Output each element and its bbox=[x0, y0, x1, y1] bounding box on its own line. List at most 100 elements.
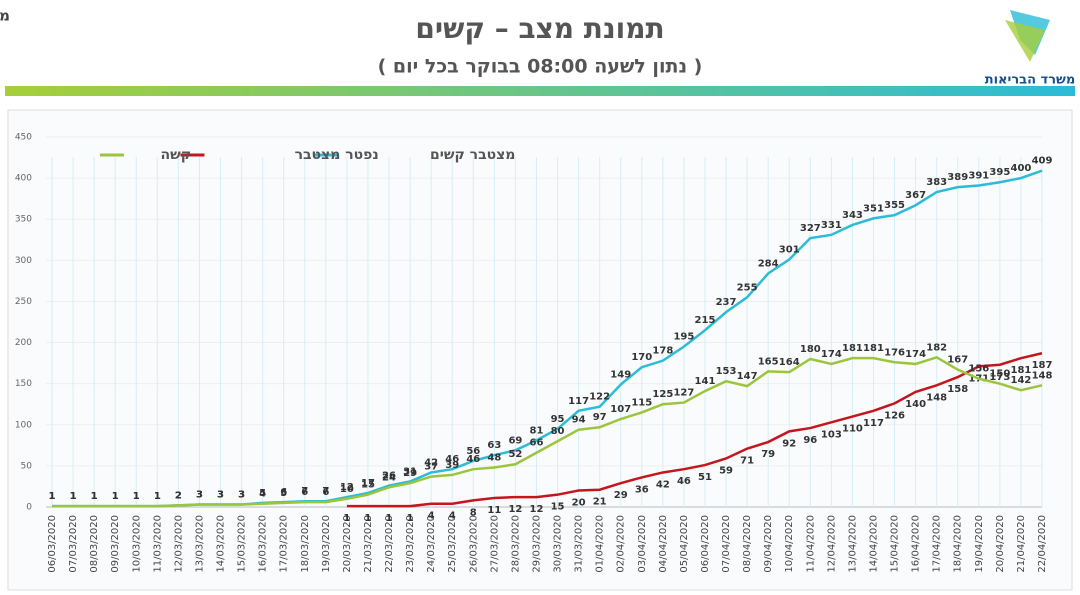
x-tick-label: 19/03/2020 bbox=[321, 515, 332, 573]
data-label: 17 bbox=[361, 478, 375, 489]
x-tick-label: 22/04/2020 bbox=[1037, 515, 1048, 573]
data-label: 107 bbox=[610, 404, 631, 415]
data-label: 409 bbox=[1032, 156, 1053, 167]
data-label: 80 bbox=[551, 426, 565, 437]
data-label: 395 bbox=[989, 167, 1010, 178]
data-label: 284 bbox=[758, 258, 779, 269]
y-tick-label: 50 bbox=[21, 461, 33, 471]
data-label: 343 bbox=[842, 210, 863, 221]
data-label: 195 bbox=[673, 332, 694, 343]
data-label: 7 bbox=[322, 486, 329, 497]
data-label: 1 bbox=[70, 491, 77, 502]
data-label: 15 bbox=[361, 480, 375, 491]
x-tick-label: 13/04/2020 bbox=[847, 515, 858, 573]
data-label: 46 bbox=[445, 454, 459, 465]
y-tick-label: 350 bbox=[15, 215, 32, 225]
data-label: 174 bbox=[821, 349, 842, 360]
data-label: 122 bbox=[589, 392, 610, 403]
data-label: 79 bbox=[761, 449, 775, 460]
x-tick-label: 27/03/2020 bbox=[489, 515, 500, 573]
data-label: 351 bbox=[863, 203, 884, 214]
data-label: 1 bbox=[91, 491, 98, 502]
data-label: 1 bbox=[343, 513, 350, 524]
data-label: 29 bbox=[614, 490, 628, 501]
data-label: 6 bbox=[301, 487, 308, 498]
data-label: 59 bbox=[719, 465, 733, 476]
data-label: 94 bbox=[572, 415, 586, 426]
data-label: 1 bbox=[112, 491, 119, 502]
x-tick-label: 31/03/2020 bbox=[574, 515, 585, 573]
x-tick-label: 21/04/2020 bbox=[1016, 515, 1027, 573]
x-tick-label: 10/04/2020 bbox=[784, 515, 795, 573]
data-label: 182 bbox=[926, 342, 947, 353]
data-label: 301 bbox=[779, 245, 800, 256]
data-label: 180 bbox=[800, 344, 821, 355]
data-label: 12 bbox=[530, 504, 544, 515]
y-tick-label: 300 bbox=[15, 256, 32, 266]
data-label: 39 bbox=[445, 460, 459, 471]
series-line bbox=[346, 352, 1043, 508]
data-label: 181 bbox=[1010, 365, 1031, 376]
data-label: 46 bbox=[466, 454, 480, 465]
data-label: 1 bbox=[154, 491, 161, 502]
data-label: 1 bbox=[364, 513, 371, 524]
data-label: 1 bbox=[154, 491, 161, 502]
data-label: 170 bbox=[631, 352, 652, 363]
data-label: 69 bbox=[508, 435, 522, 446]
legend-label: מצטבר קשים bbox=[430, 147, 515, 163]
x-tick-label: 07/04/2020 bbox=[721, 515, 732, 573]
x-tick-label: 30/03/2020 bbox=[553, 515, 564, 573]
data-label: 11 bbox=[487, 505, 501, 516]
data-label: 46 bbox=[677, 476, 691, 487]
data-label: 42 bbox=[424, 457, 438, 468]
x-tick-label: 29/03/2020 bbox=[531, 515, 542, 573]
data-label: 165 bbox=[758, 356, 779, 367]
logo-text: משרד הבריאות bbox=[985, 73, 1076, 88]
data-label: 29 bbox=[403, 468, 417, 479]
data-label: 2 bbox=[175, 490, 182, 501]
x-tick-label: 19/04/2020 bbox=[974, 515, 985, 573]
data-label: 147 bbox=[737, 371, 758, 382]
data-label: 3 bbox=[217, 490, 224, 501]
x-tick-label: 16/03/2020 bbox=[258, 515, 269, 573]
data-label: 1 bbox=[386, 513, 393, 524]
legend-label: קשה bbox=[160, 147, 191, 163]
data-label: 126 bbox=[884, 410, 905, 421]
data-label: 178 bbox=[652, 346, 673, 357]
data-label: 6 bbox=[322, 487, 329, 498]
data-label: 153 bbox=[716, 366, 737, 377]
data-label: 4 bbox=[428, 511, 435, 522]
data-label: 103 bbox=[821, 429, 842, 440]
data-label: 115 bbox=[631, 397, 652, 408]
x-tick-label: 07/03/2020 bbox=[68, 515, 79, 573]
data-label: 110 bbox=[842, 424, 863, 435]
data-label: 20 bbox=[572, 498, 586, 509]
data-label: 5 bbox=[280, 488, 287, 499]
data-label: 1 bbox=[49, 491, 56, 502]
data-label: 51 bbox=[698, 472, 712, 483]
x-tick-label: 09/03/2020 bbox=[110, 515, 121, 573]
data-label: 6 bbox=[280, 487, 287, 498]
x-tick-label: 13/03/2020 bbox=[194, 515, 205, 573]
data-label: 1 bbox=[133, 491, 140, 502]
data-label: 7 bbox=[301, 486, 308, 497]
x-tick-label: 28/03/2020 bbox=[510, 515, 521, 573]
data-label: 48 bbox=[487, 453, 501, 464]
subtitle: ( נתון לשעה 08:00 בבוקר בכל יום ) bbox=[378, 56, 703, 78]
data-label: 125 bbox=[652, 389, 673, 400]
x-tick-label: 11/04/2020 bbox=[805, 515, 816, 573]
data-label: 150 bbox=[989, 369, 1010, 380]
data-label: 3 bbox=[238, 490, 245, 501]
x-tick-label: 06/03/2020 bbox=[47, 515, 58, 573]
logo-shape bbox=[1005, 20, 1045, 62]
x-tick-label: 15/03/2020 bbox=[237, 515, 248, 573]
data-label: 21 bbox=[593, 497, 607, 508]
x-tick-label: 04/04/2020 bbox=[658, 515, 669, 573]
data-label: 3 bbox=[238, 490, 245, 501]
data-label: 31 bbox=[403, 467, 417, 478]
data-label: 36 bbox=[635, 484, 649, 495]
y-tick-label: 100 bbox=[15, 420, 32, 430]
data-label: 37 bbox=[424, 462, 438, 473]
x-tick-label: 14/04/2020 bbox=[868, 515, 879, 573]
x-tick-label: 18/04/2020 bbox=[953, 515, 964, 573]
